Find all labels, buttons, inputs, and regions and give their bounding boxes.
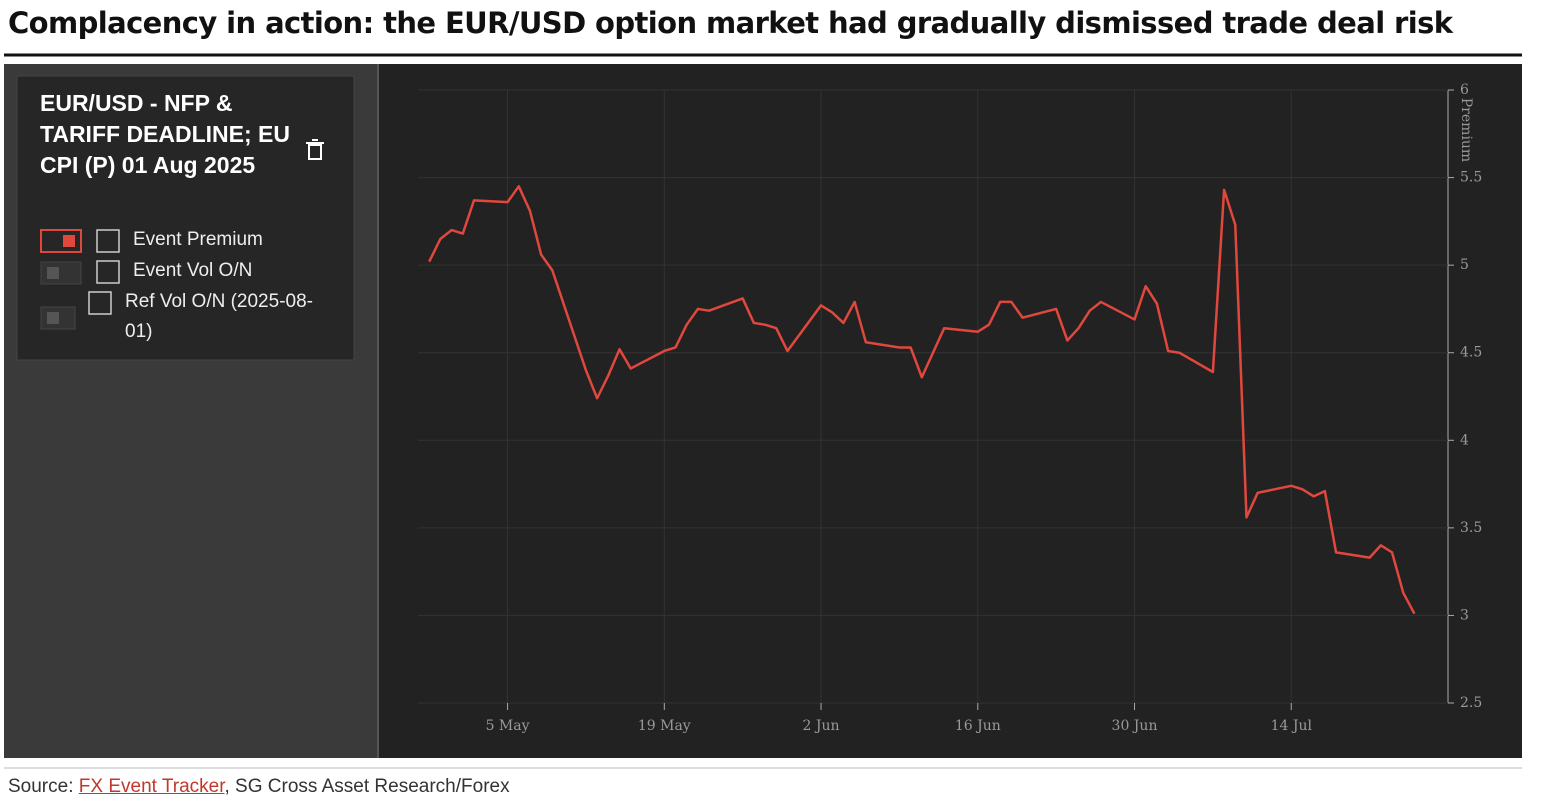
legend-entry: Event Premium [133,229,263,250]
source: Source: FX Event Tracker, SG Cross Asset… [8,776,510,798]
source-link[interactable]: FX Event Tracker [78,776,225,797]
toggle-knob [47,267,59,279]
source-prefix: Source: [8,776,74,797]
y-axis-label: Premium [1458,98,1474,162]
legend-entry: Event Vol O/N [133,260,253,281]
toggle-on[interactable] [40,229,82,253]
checkbox[interactable] [96,229,120,253]
delete-icon[interactable] [306,139,324,160]
legend-entry: Ref Vol O/N (2025-08-01) [125,291,313,342]
panel-title: EUR/USD - NFP & TARIFF DEADLINE; EU CPI … [40,90,291,178]
toggle-knob [47,312,59,324]
checkbox[interactable] [96,260,120,284]
checkbox[interactable] [88,291,112,315]
source-suffix: , SG Cross Asset Research/Forex [224,776,510,797]
title: Complacency in action: the EUR/USD optio… [8,6,1453,40]
toggle-knob [63,235,75,247]
